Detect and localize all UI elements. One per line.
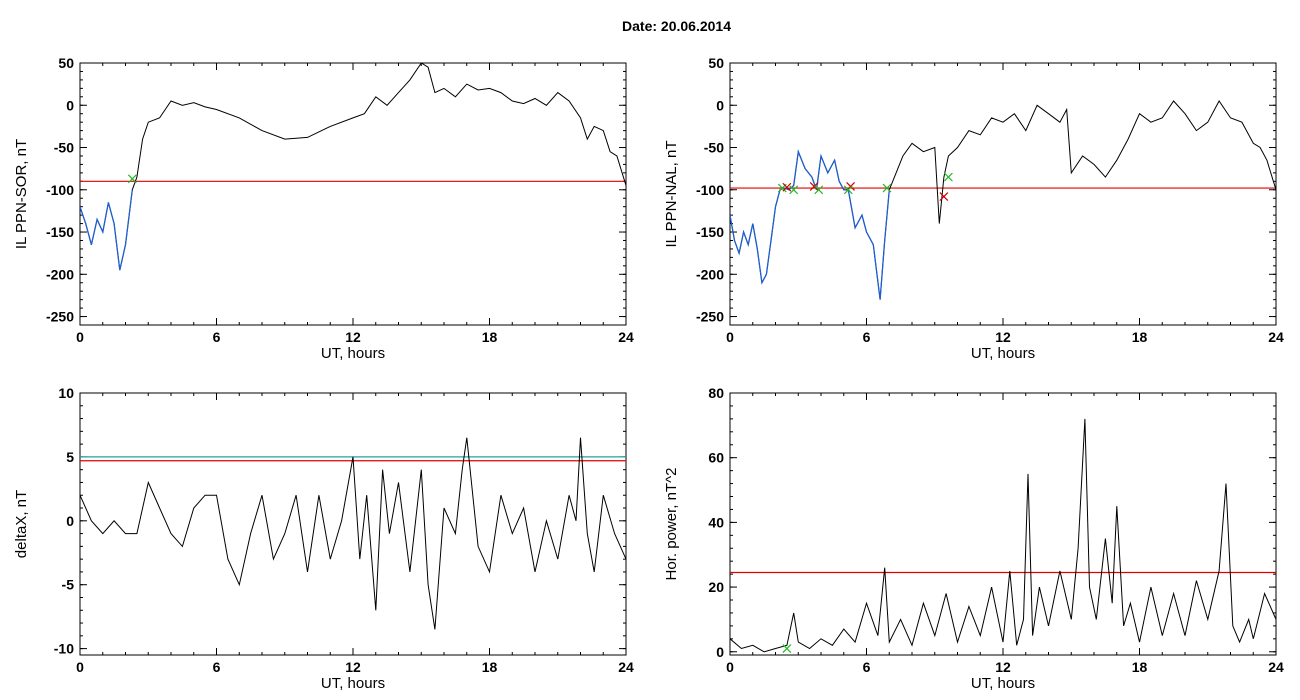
x-tick-label: 0	[726, 659, 734, 675]
event-marker	[939, 192, 949, 201]
event-marker-stroke	[782, 644, 792, 653]
x-axis-title: UT, hours	[971, 345, 1035, 362]
x-tick-label: 12	[995, 329, 1011, 345]
y-tick-label: 80	[708, 385, 724, 401]
x-tick-label: 0	[726, 329, 734, 345]
y-tick-label: -200	[696, 266, 724, 282]
x-tick-label: 6	[863, 329, 871, 345]
y-tick-label: 0	[716, 97, 724, 113]
x-tick-label: 18	[482, 329, 498, 345]
event-marker-stroke	[809, 181, 819, 191]
series-line	[80, 437, 626, 630]
event-marker	[127, 174, 137, 184]
plot-frame	[79, 62, 627, 326]
y-tick-label: 0	[716, 644, 724, 660]
y-axis-title: deltaX, nT	[13, 490, 30, 558]
series-line	[730, 100, 1276, 300]
x-tick-label: 0	[76, 329, 84, 345]
y-tick-label: 10	[58, 385, 74, 401]
event-marker	[943, 172, 953, 182]
x-tick-label: 24	[1268, 329, 1284, 345]
y-tick-label: -50	[54, 140, 74, 156]
y-tick-label: -150	[696, 224, 724, 240]
y-tick-label: 0	[66, 513, 74, 529]
y-tick-label: -200	[46, 266, 74, 282]
x-tick-label: 12	[345, 329, 361, 345]
y-tick-label: -5	[62, 577, 75, 593]
y-tick-label: 50	[708, 55, 724, 71]
y-tick-label: -100	[696, 182, 724, 198]
series-line	[80, 63, 626, 271]
x-tick-label: 24	[618, 329, 634, 345]
event-marker	[843, 185, 853, 195]
x-tick-label: 24	[1268, 659, 1284, 675]
x-tick-label: 18	[1132, 329, 1148, 345]
event-marker-stroke	[882, 183, 892, 193]
panel-il-ppn-nal: 0 6 12 18 24 -250 -200 -150 -100 -50 0 50 UT, hours I…	[663, 55, 1284, 362]
x-tick-label: 0	[76, 659, 84, 675]
event-marker	[814, 185, 824, 195]
event-marker-stroke	[127, 174, 137, 184]
event-marker-stroke	[943, 172, 953, 182]
event-marker-stroke	[782, 182, 792, 192]
y-tick-label: -100	[46, 182, 74, 198]
x-tick-label: 18	[1132, 659, 1148, 675]
x-axis-title: UT, hours	[971, 675, 1035, 692]
highlight-segment	[730, 149, 890, 300]
y-tick-label: -50	[704, 140, 724, 156]
panel-il-ppn-sor: 0 6 12 18 24 -250 -200 -150 -100 -50 0 50 UT, hours I…	[13, 55, 634, 362]
x-axis-title: UT, hours	[321, 345, 385, 362]
plot-frame	[729, 392, 1277, 656]
x-tick-label: 6	[213, 659, 221, 675]
y-tick-label: 60	[708, 450, 724, 466]
plot-frame	[79, 392, 627, 656]
x-tick-label: 6	[213, 329, 221, 345]
event-marker	[782, 644, 792, 653]
y-tick-label: 5	[66, 449, 74, 465]
x-tick-label: 12	[995, 659, 1011, 675]
x-tick-label: 6	[863, 659, 871, 675]
y-tick-label: 50	[58, 55, 74, 71]
event-marker	[789, 185, 799, 195]
highlight-segment	[80, 189, 133, 271]
y-axis-title: Hor. power, nT^2	[663, 468, 680, 581]
page-title: Date: 20.06.2014	[622, 18, 731, 34]
y-axis-title: IL PPN-SOR, nT	[13, 139, 30, 249]
y-axis-title: IL PPN-NAL, nT	[663, 141, 680, 248]
y-tick-label: -150	[46, 224, 74, 240]
series-line	[730, 418, 1276, 653]
event-marker	[809, 181, 819, 191]
event-marker-stroke	[939, 192, 949, 201]
x-tick-label: 18	[482, 659, 498, 675]
y-tick-label: 20	[708, 579, 724, 595]
event-marker	[782, 182, 792, 192]
y-tick-label: -10	[54, 641, 74, 657]
plot-frame	[729, 62, 1277, 326]
panel-delta-x: 0 6 12 18 24 -10 -5 0 5 10 UT, hours deltaX, nT	[13, 385, 634, 692]
event-marker-stroke	[843, 185, 853, 195]
x-tick-label: 12	[345, 659, 361, 675]
x-tick-label: 24	[618, 659, 634, 675]
y-tick-label: 40	[708, 514, 724, 530]
y-tick-label: -250	[46, 309, 74, 325]
y-tick-label: 0	[66, 97, 74, 113]
event-marker-stroke	[789, 185, 799, 195]
x-axis-title: UT, hours	[321, 675, 385, 692]
y-tick-label: -250	[696, 309, 724, 325]
panel-horizontal-power: 0 6 12 18 24 0 20 40 60 80 UT, hours Hor. power, nT…	[663, 385, 1284, 692]
event-marker-stroke	[814, 185, 824, 195]
event-marker	[882, 183, 892, 193]
